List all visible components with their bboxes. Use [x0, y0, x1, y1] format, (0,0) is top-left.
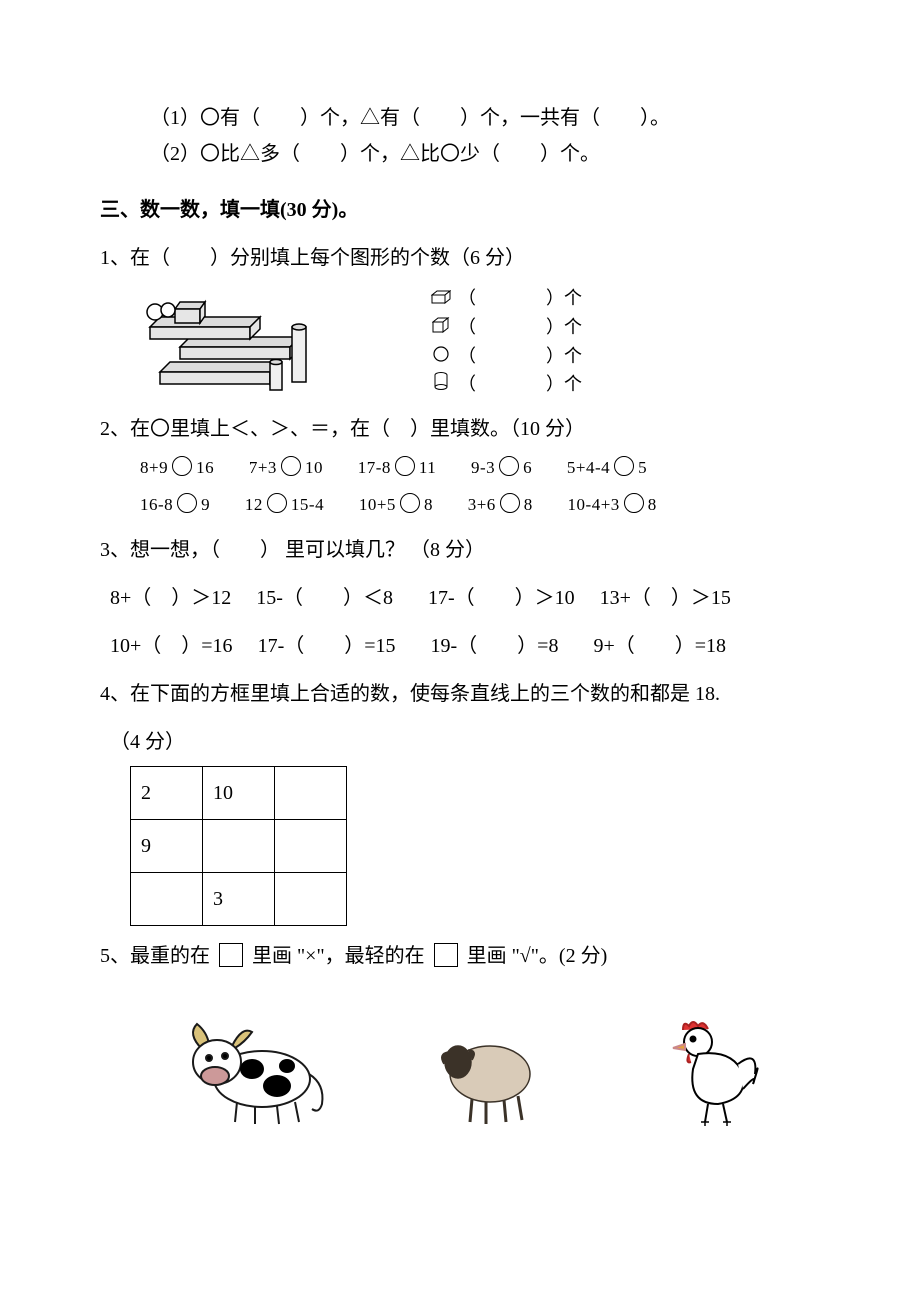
- sphere-paren-close: ）个: [546, 342, 582, 371]
- shape-row-cylinder: （ ）个: [430, 370, 582, 399]
- q5-text: 5、最重的在 里画 "×"，最轻的在 里画 "√"。(2 分): [100, 938, 840, 974]
- rooster-icon: [643, 1014, 763, 1134]
- sphere-icon: [430, 342, 452, 371]
- answer-box-icon: [434, 943, 458, 967]
- grid-cell: 2: [131, 767, 203, 820]
- q2-text: 2、在〇里填上＜、＞、＝，在（ ）里填数。（10 分）: [100, 411, 840, 447]
- compare-blank-icon: [499, 456, 519, 476]
- cuboid-icon: [430, 284, 452, 313]
- q3-row2: 10+（ ）=16 17-（ ）=15 19-（ ）=8 9+（ ）=18: [110, 628, 840, 664]
- blocks-illustration-icon: [120, 287, 340, 397]
- shape-count-list: （ ）个 （ ）个 （ ）个 （ ）个: [430, 284, 582, 399]
- q1-figure-row: （ ）个 （ ）个 （ ）个 （ ）个: [120, 284, 840, 399]
- table-row: 9: [131, 820, 347, 873]
- grid-cell: 3: [203, 873, 275, 926]
- grid-cell: [275, 873, 347, 926]
- shape-row-sphere: （ ）个: [430, 342, 582, 371]
- compare-blank-icon: [400, 493, 420, 513]
- grid-cell: [275, 767, 347, 820]
- compare-blank-icon: [624, 493, 644, 513]
- grid-cell: [131, 873, 203, 926]
- q2-row2: 16-89 1215-4 10+58 3+68 10-4+38: [140, 490, 840, 521]
- grid-cell: 9: [131, 820, 203, 873]
- compare-blank-icon: [177, 493, 197, 513]
- compare-blank-icon: [614, 456, 634, 476]
- table-row: 2 10: [131, 767, 347, 820]
- compare-blank-icon: [172, 456, 192, 476]
- answer-box-icon: [219, 943, 243, 967]
- cube-paren-close: ）个: [546, 313, 582, 342]
- grid-cell: 10: [203, 767, 275, 820]
- grid-cell: [203, 820, 275, 873]
- compare-blank-icon: [281, 456, 301, 476]
- cylinder-paren-open: （: [458, 370, 476, 399]
- cylinder-icon: [430, 370, 452, 399]
- q4-grid: 2 10 9 3: [130, 766, 347, 926]
- q2-row1: 8+916 7+310 17-811 9-36 5+4-45: [140, 453, 840, 484]
- q1-text: 1、在（ ）分别填上每个图形的个数（6 分）: [100, 240, 840, 276]
- section3-title: 三、数一数，填一填(30 分)。: [100, 192, 840, 228]
- cube-icon: [430, 313, 452, 342]
- shape-row-cuboid: （ ）个: [430, 284, 582, 313]
- cuboid-paren-open: （: [458, 284, 476, 313]
- cube-paren-open: （: [458, 313, 476, 342]
- sheep-icon: [430, 1014, 550, 1134]
- shape-row-cube: （ ）个: [430, 313, 582, 342]
- sphere-paren-open: （: [458, 342, 476, 371]
- q4-text: 4、在下面的方框里填上合适的数，使每条直线上的三个数的和都是 18.: [100, 676, 840, 712]
- line-1: （1）〇有（ ）个，△有（ ）个，一共有（ ）。: [150, 100, 840, 136]
- cow-icon: [177, 1014, 337, 1134]
- compare-blank-icon: [500, 493, 520, 513]
- cuboid-paren-close: ）个: [546, 284, 582, 313]
- compare-blank-icon: [395, 456, 415, 476]
- q4-points: （4 分）: [110, 724, 840, 760]
- q3-row1: 8+（ ）＞12 15-（ ）＜8 17-（ ）＞10 13+（ ）＞15: [110, 580, 840, 616]
- grid-cell: [275, 820, 347, 873]
- line-2: （2）〇比△多（ ）个，△比〇少（ ）个。: [150, 136, 840, 172]
- animals-row: [100, 1014, 840, 1134]
- q3-text: 3、想一想，（ ） 里可以填几？ （8 分）: [100, 532, 840, 568]
- compare-blank-icon: [267, 493, 287, 513]
- table-row: 3: [131, 873, 347, 926]
- cylinder-paren-close: ）个: [546, 370, 582, 399]
